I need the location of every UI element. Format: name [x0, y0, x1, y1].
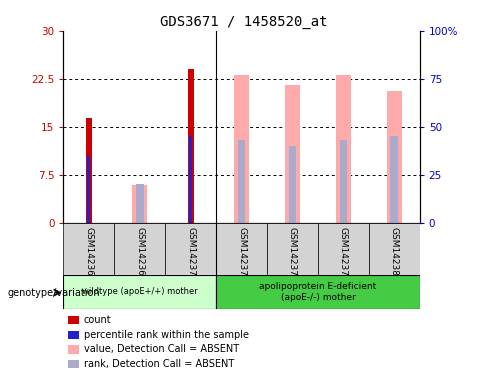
Bar	[234, 75, 249, 223]
Bar	[390, 136, 398, 223]
Bar	[68, 316, 79, 324]
Bar	[87, 156, 90, 223]
Text: GSM142369: GSM142369	[135, 227, 144, 281]
Bar	[68, 331, 79, 339]
Bar	[267, 223, 318, 275]
Text: GDS3671 / 1458520_at: GDS3671 / 1458520_at	[160, 15, 328, 29]
Text: count: count	[84, 315, 112, 325]
Text: apolipoprotein E-deficient
(apoE-/-) mother: apolipoprotein E-deficient (apoE-/-) mot…	[259, 282, 377, 301]
Bar	[340, 140, 347, 223]
Text: genotype/variation: genotype/variation	[7, 288, 100, 298]
Bar	[68, 360, 79, 368]
Bar	[216, 275, 420, 309]
Bar	[386, 91, 402, 223]
Text: value, Detection Call = ABSENT: value, Detection Call = ABSENT	[84, 344, 239, 354]
Bar	[136, 184, 143, 223]
Bar	[63, 275, 216, 309]
Text: GSM142374: GSM142374	[288, 227, 297, 281]
Text: GSM142367: GSM142367	[84, 227, 93, 281]
Bar	[187, 69, 194, 223]
Text: wildtype (apoE+/+) mother: wildtype (apoE+/+) mother	[82, 287, 198, 296]
Bar	[288, 146, 296, 223]
Bar	[336, 75, 351, 223]
Bar	[63, 223, 114, 275]
Text: rank, Detection Call = ABSENT: rank, Detection Call = ABSENT	[84, 359, 234, 369]
Bar	[318, 223, 369, 275]
Bar	[369, 223, 420, 275]
Text: GSM142372: GSM142372	[237, 227, 246, 281]
Text: percentile rank within the sample: percentile rank within the sample	[84, 330, 249, 340]
Bar	[132, 185, 147, 223]
Bar	[238, 140, 245, 223]
Bar	[285, 86, 300, 223]
Bar	[114, 223, 165, 275]
Bar	[86, 118, 92, 223]
Text: GSM142376: GSM142376	[339, 227, 348, 281]
Text: GSM142370: GSM142370	[186, 227, 195, 281]
Bar	[189, 136, 192, 223]
Bar	[165, 223, 216, 275]
Bar	[68, 345, 79, 354]
Bar	[216, 223, 267, 275]
Text: GSM142380: GSM142380	[390, 227, 399, 281]
